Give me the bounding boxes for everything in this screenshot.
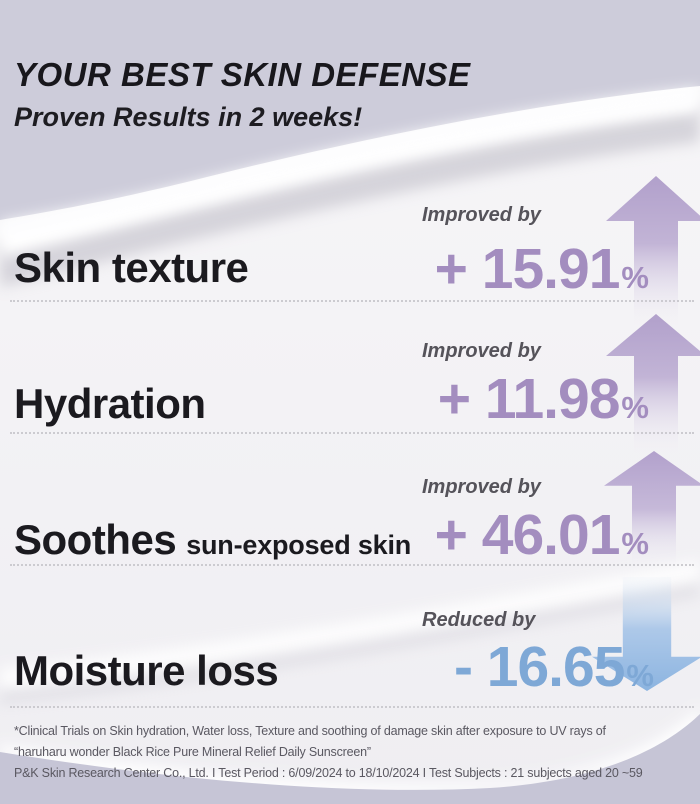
divider [10,564,694,566]
value-number: + 46.01 [434,503,621,567]
metric-name: Moisture loss [14,647,279,694]
metric-value: - 16.65% [454,639,654,696]
page-subtitle: Proven Results in 2 weeks! [14,102,363,132]
value-unit: % [626,658,654,693]
divider [10,432,694,434]
page-title: YOUR BEST SKIN DEFENSE [14,56,471,93]
change-direction-label: Improved by [422,340,541,362]
metric-subname: sun-exposed skin [186,530,412,560]
value-number: - 16.65 [453,635,625,699]
value-number: + 15.91 [434,237,621,301]
value-number: + 11.98 [437,367,621,431]
metric-label: Skin texture [14,244,249,292]
value-unit: % [621,526,649,561]
metric-value: + 15.91% [435,241,649,298]
metric-value: + 11.98% [438,371,649,428]
up-arrow-icon [606,176,700,326]
disclaimer-line: “haruharu wonder Black Rice Pure Mineral… [14,745,371,759]
change-direction-label: Improved by [422,476,541,498]
up-arrow-icon [606,314,700,454]
metric-label: Moisture loss [14,647,279,695]
disclaimer-line: *Clinical Trials on Skin hydration, Wate… [14,724,606,738]
disclaimer: *Clinical Trials on Skin hydration, Wate… [14,721,692,784]
change-direction-label: Reduced by [422,609,536,631]
metric-name: Skin texture [14,244,249,291]
divider [10,300,694,302]
metric-label: Hydration [14,380,206,428]
metric-value: + 46.01% [435,507,649,564]
disclaimer-line: P&K Skin Research Center Co., Ltd. I Tes… [14,766,643,780]
down-arrow-icon [592,577,700,691]
metric-name: Hydration [14,380,206,427]
value-unit: % [621,390,649,425]
value-unit: % [621,260,649,295]
change-direction-label: Improved by [422,204,541,226]
divider [10,706,694,708]
up-arrow-icon [604,451,700,567]
metric-label: Soothes sun-exposed skin [14,516,411,564]
metric-name: Soothes [14,516,177,563]
